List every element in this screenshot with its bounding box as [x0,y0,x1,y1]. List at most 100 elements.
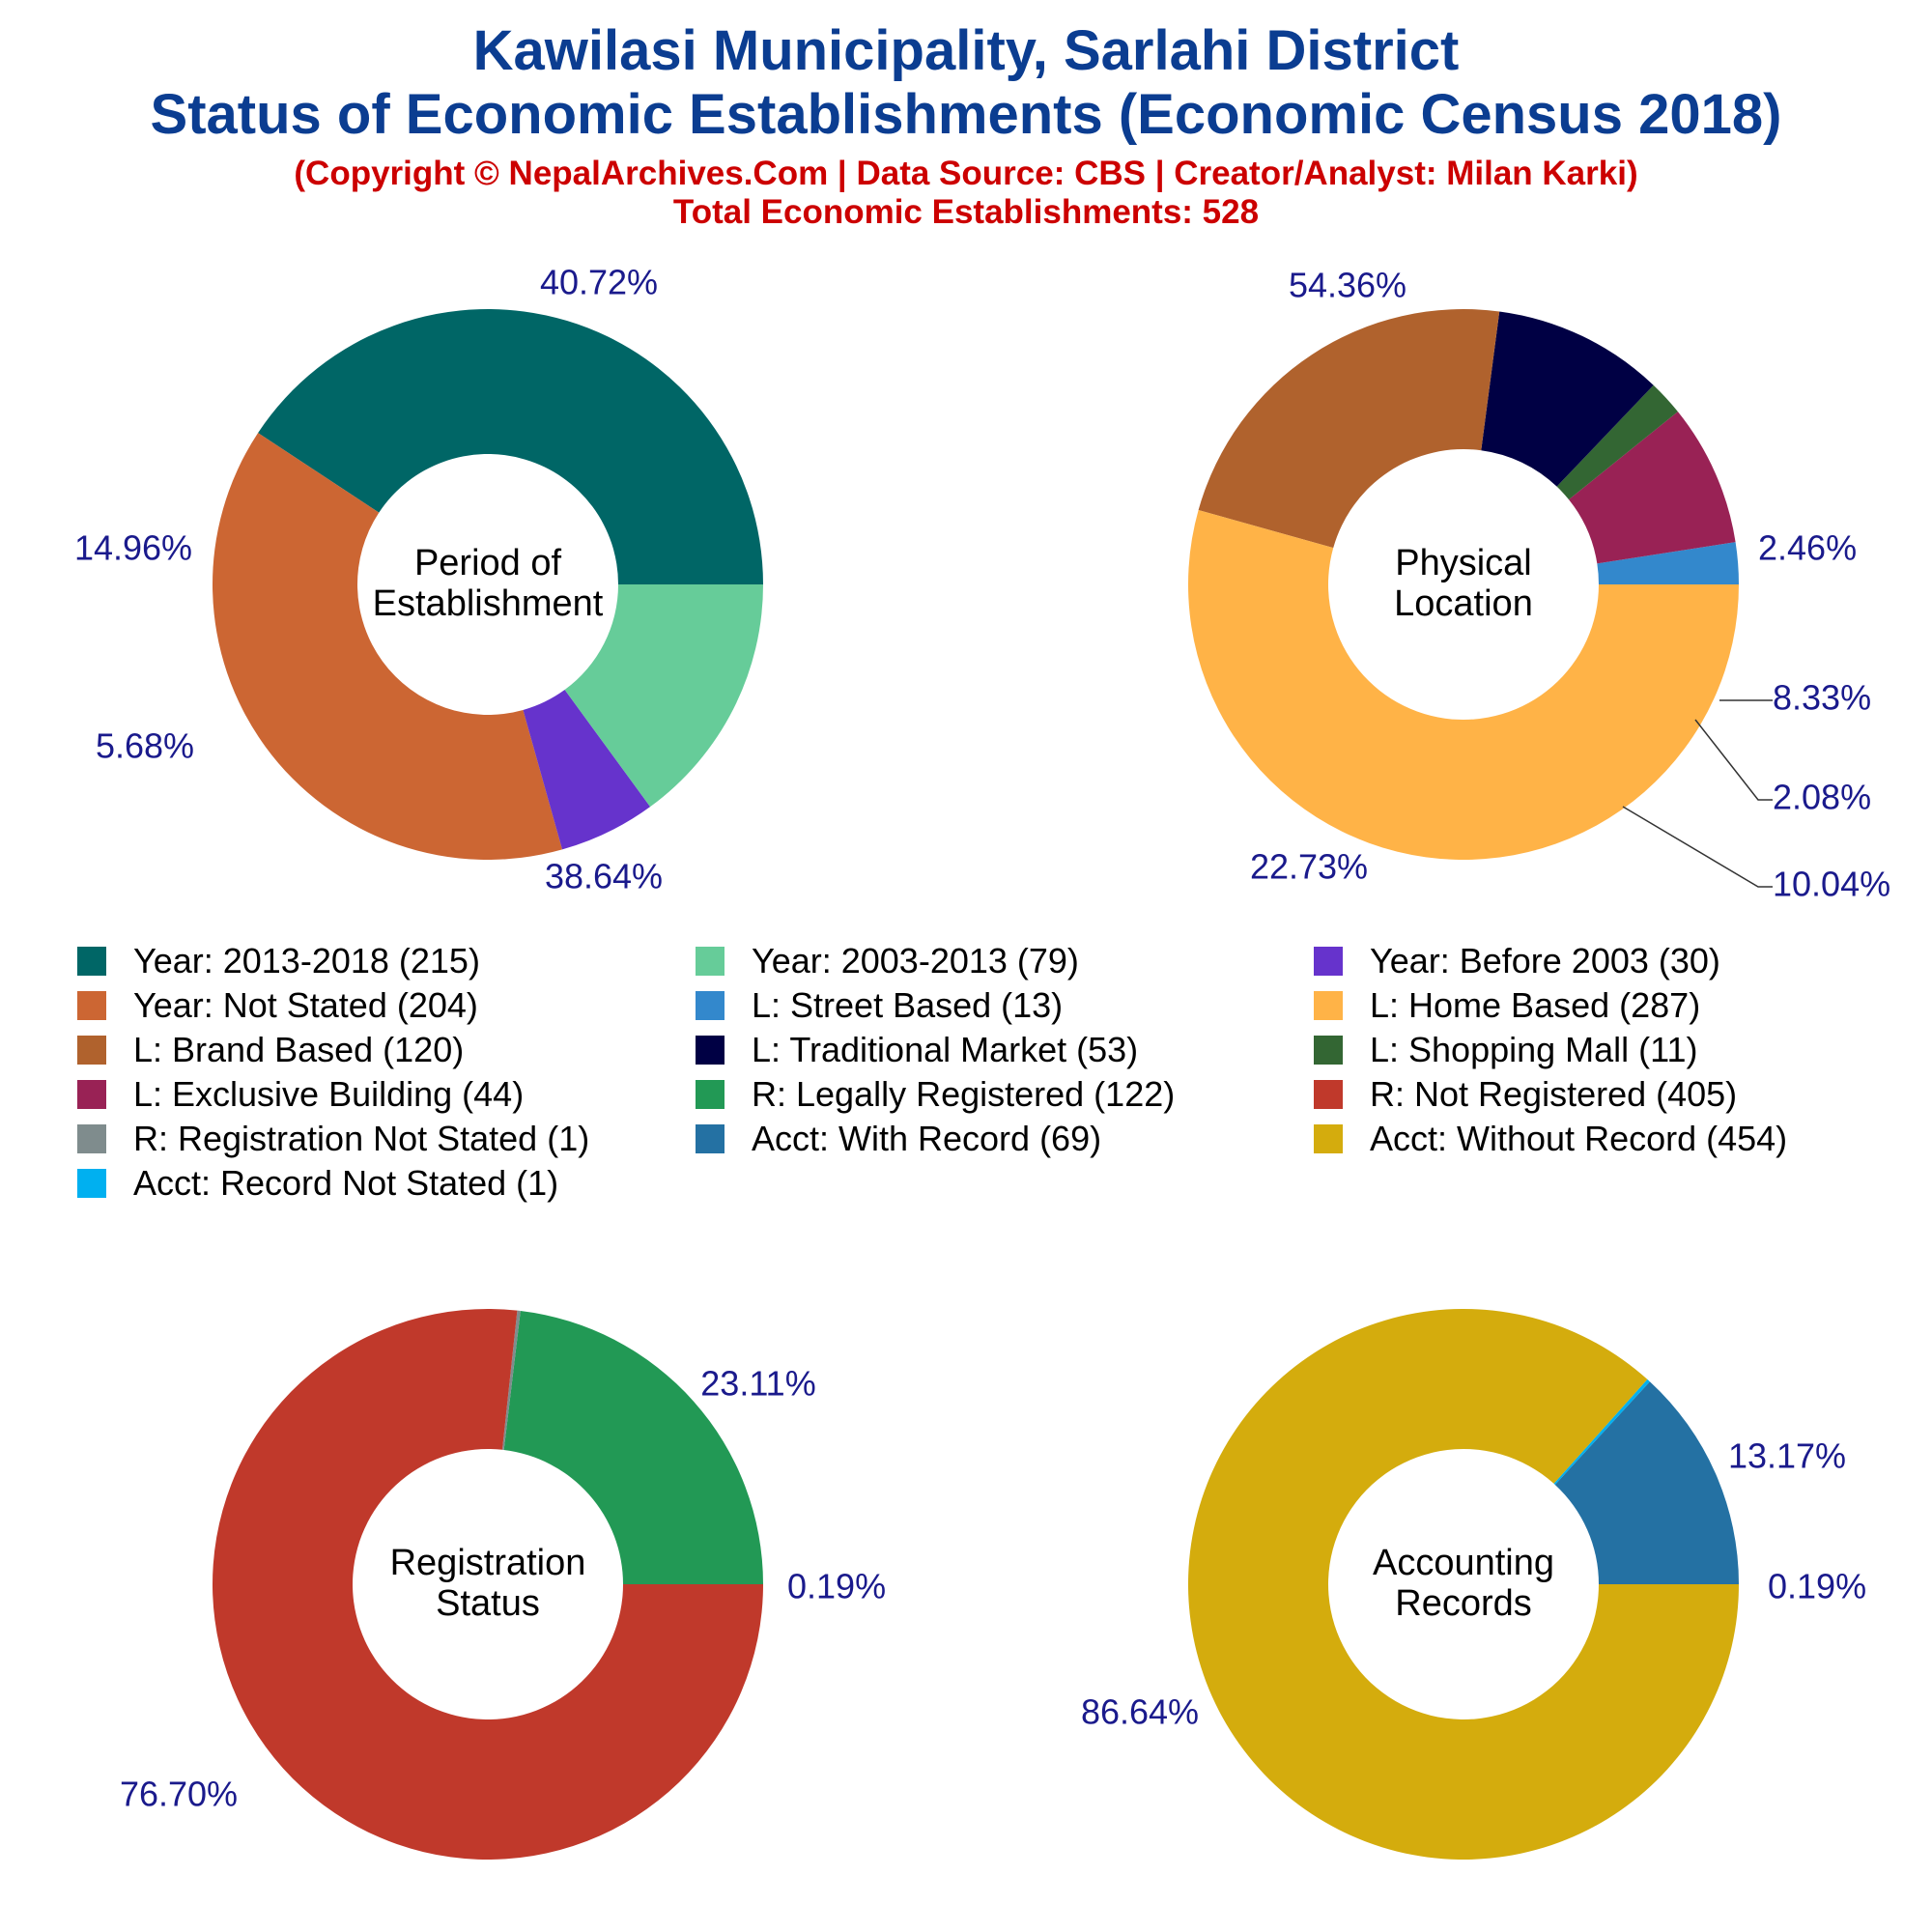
copyright-note: (Copyright © NepalArchives.Com | Data So… [294,155,1638,192]
leader-line [1622,806,1773,888]
legend-label: Acct: Without Record (454) [1370,1119,1788,1158]
legend-swatch [1314,991,1343,1020]
donut-1: 2.46% 8.33% 2.08% 10.04% 22.73% 54.36% Physica… [1188,266,1890,904]
donut-slice [503,1311,764,1584]
legend-item: Year: Not Stated (204) [77,985,478,1025]
legend-item: L: Shopping Mall (11) [1314,1030,1698,1069]
legend-item: Year: 2013-2018 (215) [77,941,480,980]
donut-slice [1553,1378,1650,1485]
donut-slice [213,433,563,861]
legend-label: L: Exclusive Building (44) [133,1074,525,1114]
legend-item: L: Brand Based (120) [77,1030,465,1069]
legend-label: L: Home Based (287) [1370,985,1701,1025]
donut-slice [213,1308,764,1860]
legend-swatch [77,947,106,976]
legend-swatch [1314,1124,1343,1153]
slice-percent-label: 23.11% [700,1364,815,1404]
donut-center-title: Physical [1395,543,1532,583]
slice-percent-label: 10.04% [1773,865,1890,904]
slice-percent-label: 54.36% [1289,266,1406,305]
donut-center-title: Period of [414,543,562,583]
legend-label: R: Legally Registered (122) [752,1074,1176,1114]
slice-percent-label: 38.64% [545,857,663,896]
legend-item: R: Registration Not Stated (1) [77,1119,590,1158]
donut-center-title: Location [1394,583,1533,624]
legend-swatch [77,1036,106,1065]
donut-slice [1554,1381,1739,1584]
donut-center-title: Accounting [1373,1543,1554,1583]
slice-percent-label: 86.64% [1081,1692,1199,1732]
legend-label: Year: Not Stated (204) [133,985,478,1025]
legend-swatch [77,991,106,1020]
slice-percent-label: 76.70% [120,1775,238,1814]
legend-swatch [77,1169,106,1198]
legend-swatch [77,1080,106,1109]
legend-item: Year: 2003-2013 (79) [696,941,1079,980]
legend-label: Acct: Record Not Stated (1) [133,1163,559,1203]
chart-header: Kawilasi Municipality, Sarlahi District … [0,19,1932,232]
legend-item: L: Exclusive Building (44) [77,1074,525,1114]
legend-swatch [1314,947,1343,976]
slice-percent-label: 22.73% [1250,847,1368,887]
legend-label: Year: 2003-2013 (79) [752,941,1079,980]
donut-center-title: Records [1395,1583,1532,1624]
legend-label: Year: 2013-2018 (215) [133,941,480,980]
legend-item: L: Home Based (287) [1314,985,1701,1025]
donut-slice [1188,509,1739,860]
legend-swatch [696,1080,724,1109]
legend-label: L: Brand Based (120) [133,1030,465,1069]
donut-slice [1481,311,1654,487]
legend-swatch [696,1036,724,1065]
donut-center-title: Status [436,1583,540,1624]
legend-swatch [77,1124,106,1153]
donut-slice [523,690,651,850]
slice-percent-label: 0.19% [787,1567,886,1606]
slice-percent-label: 40.72% [540,263,658,302]
donut-slice [564,584,763,808]
donut-slice [1198,309,1500,549]
legend-swatch [696,1124,724,1153]
legend-item: Acct: Record Not Stated (1) [77,1163,559,1203]
chart-title: Kawilasi Municipality, Sarlahi District [472,19,1460,82]
slice-percent-label: 2.46% [1758,528,1857,568]
legend-label: R: Not Registered (405) [1370,1074,1738,1114]
legend-swatch [1314,1080,1343,1109]
slice-percent-label: 13.17% [1728,1436,1846,1476]
chart-subtitle: Status of Economic Establishments (Econo… [150,83,1782,146]
donut-slice [1597,542,1739,584]
leader-line [1694,719,1773,801]
slice-percent-label: 14.96% [74,528,192,568]
legend-item: R: Not Registered (405) [1314,1074,1738,1114]
donut-center-title: Establishment [373,583,604,624]
legend-label: R: Registration Not Stated (1) [133,1119,590,1158]
legend-item: L: Street Based (13) [696,985,1064,1025]
total-establishments: Total Economic Establishments: 528 [672,193,1260,231]
legend-item: Acct: Without Record (454) [1314,1119,1788,1158]
legend-label: L: Traditional Market (53) [752,1030,1139,1069]
legend-label: Year: Before 2003 (30) [1370,941,1720,980]
donut-0: 40.72% 38.64% 5.68% 14.96% Period ofEstablis… [74,263,764,896]
donut-center-title: Registration [390,1543,586,1583]
donut-slice [1556,384,1678,500]
donut-slice [258,309,764,584]
legend-item: Acct: With Record (69) [696,1119,1102,1158]
donut-slice [501,1310,521,1450]
legend-item: R: Legally Registered (122) [696,1074,1176,1114]
slice-percent-label: 2.08% [1773,778,1871,817]
slice-percent-label: 8.33% [1773,678,1871,718]
legend-item: Year: Before 2003 (30) [1314,941,1720,980]
legend-label: L: Shopping Mall (11) [1370,1030,1698,1069]
legend-swatch [696,991,724,1020]
slice-percent-label: 5.68% [96,726,194,766]
legend-item: L: Traditional Market (53) [696,1030,1139,1069]
legend-label: Acct: With Record (69) [752,1119,1102,1158]
legend-label: L: Street Based (13) [752,985,1064,1025]
donut-slice [1569,412,1736,564]
legend-swatch [1314,1036,1343,1065]
slice-percent-label: 0.19% [1768,1567,1866,1606]
legend-swatch [696,947,724,976]
donut-slice [1188,1309,1739,1861]
